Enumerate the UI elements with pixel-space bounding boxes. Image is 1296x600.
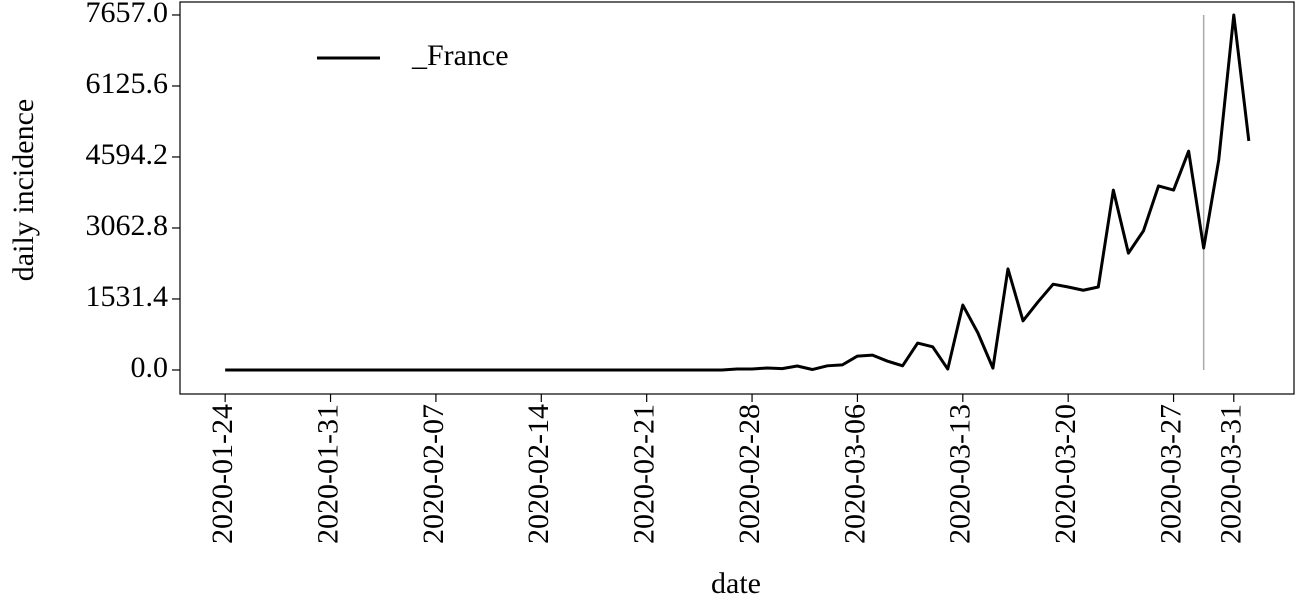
y-tick-label: 0.0 bbox=[131, 351, 169, 384]
legend-label: _France bbox=[411, 39, 509, 72]
x-tick-label: 2020-03-31 bbox=[1215, 404, 1248, 544]
x-tick-label: 2020-01-24 bbox=[206, 404, 239, 544]
y-tick-label: 3062.8 bbox=[86, 209, 169, 242]
x-tick-label: 2020-03-20 bbox=[1049, 404, 1082, 544]
x-tick-label: 2020-02-28 bbox=[733, 404, 766, 544]
y-axis-label: daily incidence bbox=[7, 99, 40, 281]
y-tick-label: 4594.2 bbox=[86, 138, 169, 171]
x-tick-label: 2020-02-14 bbox=[522, 404, 555, 544]
x-tick-label: 2020-03-06 bbox=[838, 404, 871, 544]
x-tick-label: 2020-03-27 bbox=[1154, 404, 1187, 544]
x-axis-label: date bbox=[711, 567, 761, 600]
y-tick-label: 1531.4 bbox=[86, 280, 169, 313]
data-line bbox=[225, 13, 1251, 372]
y-tick-label: 6125.6 bbox=[86, 67, 169, 100]
plot-frame bbox=[179, 1, 1295, 395]
x-tick-label: 2020-02-21 bbox=[628, 404, 661, 544]
x-tick-label: 2020-02-07 bbox=[417, 404, 450, 544]
x-tick-label: 2020-03-13 bbox=[944, 404, 977, 544]
y-tick-label: 7657.0 bbox=[86, 0, 169, 29]
x-tick-label: 2020-01-31 bbox=[311, 404, 344, 544]
